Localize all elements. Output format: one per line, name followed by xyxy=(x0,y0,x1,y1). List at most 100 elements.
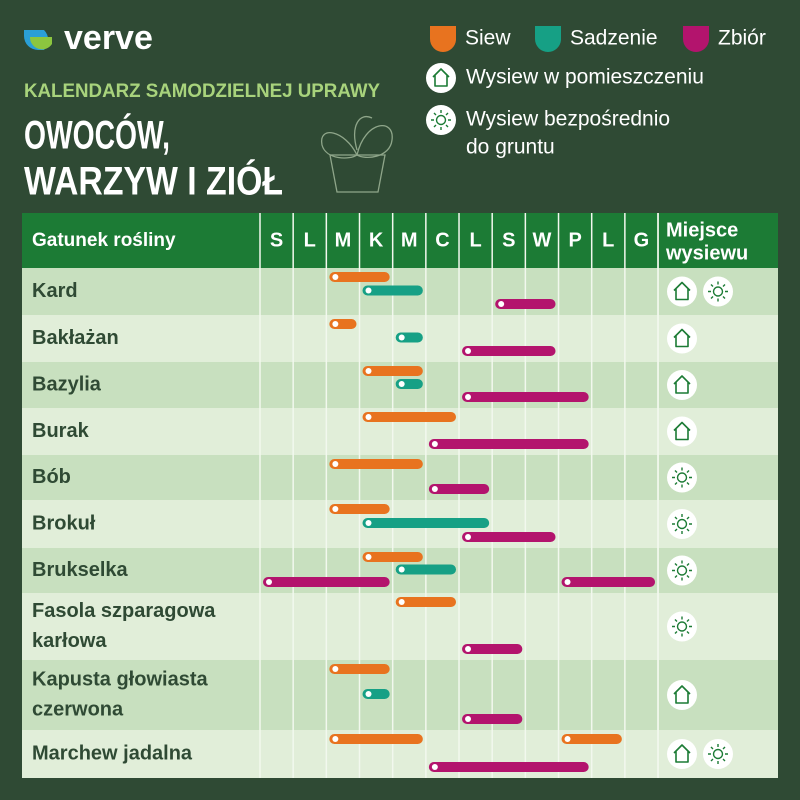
outdoor-icon xyxy=(703,276,733,307)
bar-dot xyxy=(332,461,339,467)
month-header: P xyxy=(568,229,581,251)
icon-circle xyxy=(667,323,697,354)
period-bar xyxy=(362,518,490,528)
indoor-icon xyxy=(667,739,697,769)
bar-dot xyxy=(431,486,438,492)
month-header: G xyxy=(634,229,650,251)
period-bar xyxy=(561,577,656,587)
plant-name: Kapusta głowiasta xyxy=(32,668,208,690)
icon-circle xyxy=(426,105,456,135)
bar-dot xyxy=(564,579,571,585)
period-bar xyxy=(561,734,622,744)
bar-dot xyxy=(465,646,472,652)
icon-circle xyxy=(426,63,456,93)
bar-dot xyxy=(365,287,372,294)
outdoor-icon xyxy=(667,509,697,539)
month-header: L xyxy=(602,229,614,251)
icon-circle xyxy=(667,680,697,710)
subtitle: KALENDARZ SAMODZIELNEJ UPRAWY xyxy=(24,81,380,102)
period-bar xyxy=(428,484,490,494)
bar-dot xyxy=(365,691,372,697)
outdoor-icon xyxy=(667,462,697,493)
plant-name: Burak xyxy=(32,420,90,442)
icon-circle xyxy=(703,276,733,307)
plant-name: Kard xyxy=(32,280,78,302)
period-bar xyxy=(329,664,390,674)
outdoor-icon xyxy=(703,739,733,769)
legend-label: Zbiór xyxy=(718,27,766,50)
bar-dot xyxy=(365,414,372,420)
bar-dot xyxy=(398,566,405,573)
bar-dot xyxy=(465,348,472,354)
bar-dot xyxy=(365,554,372,560)
legend-label: Wysiew bezpośrednio xyxy=(466,108,670,131)
month-header: K xyxy=(369,229,384,251)
bar-dot xyxy=(365,520,372,526)
legend-swatch xyxy=(430,26,456,53)
icon-circle xyxy=(667,462,697,493)
icon-circle xyxy=(667,555,697,586)
period-bar xyxy=(462,714,523,724)
outdoor-icon xyxy=(667,611,697,642)
bar-dot xyxy=(365,368,372,374)
period-bar xyxy=(395,597,457,607)
legend-label: Wysiew w pomieszczeniu xyxy=(466,66,704,89)
bar-dot xyxy=(564,736,571,742)
period-bar xyxy=(362,552,423,562)
plant-name: Brokuł xyxy=(32,512,96,534)
period-bar xyxy=(362,366,423,376)
indoor-icon xyxy=(667,370,697,400)
legend-label: Siew xyxy=(465,27,511,50)
indoor-icon xyxy=(426,63,456,93)
legend-swatch xyxy=(683,26,709,53)
title-line: OWOCÓW, xyxy=(24,112,170,158)
bar-dot xyxy=(398,334,405,341)
outdoor-icon xyxy=(426,105,456,135)
icon-circle xyxy=(667,739,697,769)
plant-name: Brukselka xyxy=(32,559,128,581)
period-bar xyxy=(462,392,589,402)
bar-dot xyxy=(498,301,505,307)
month-header: W xyxy=(532,229,551,251)
month-header: M xyxy=(335,229,352,251)
month-header: S xyxy=(270,229,283,251)
period-bar xyxy=(428,762,589,772)
bar-dot xyxy=(332,736,339,742)
bar-dot xyxy=(398,381,405,387)
icon-circle xyxy=(703,739,733,769)
title-line: WARZYW I ZIÓŁ xyxy=(24,158,283,204)
period-bar xyxy=(329,504,390,514)
period-bar xyxy=(495,299,556,309)
month-header: S xyxy=(502,229,515,251)
bar-dot xyxy=(465,716,472,722)
indoor-icon xyxy=(667,416,697,447)
bar-dot xyxy=(332,321,339,327)
row-background xyxy=(22,660,778,730)
logo-text: verve xyxy=(64,19,153,57)
plant-name: Bazylia xyxy=(32,373,102,395)
column-header: Miejsce xyxy=(666,219,738,241)
bar-dot xyxy=(332,666,339,672)
bar-dot xyxy=(465,534,472,540)
plant-illustration xyxy=(321,115,393,193)
column-header: Gatunek rośliny xyxy=(32,230,176,251)
indoor-icon xyxy=(667,680,697,710)
period-bar xyxy=(462,346,556,356)
plant-name: Fasola szparagowa xyxy=(32,600,216,622)
month-header: C xyxy=(435,229,449,251)
month-header: M xyxy=(401,229,418,251)
period-bar xyxy=(263,577,390,587)
icon-circle xyxy=(667,370,697,400)
indoor-icon xyxy=(667,276,697,307)
legend-label: do gruntu xyxy=(466,136,555,159)
outdoor-icon xyxy=(667,555,697,586)
bar-dot xyxy=(398,599,405,605)
bar-dot xyxy=(332,274,339,280)
period-bar xyxy=(462,644,523,654)
bar-dot xyxy=(465,394,472,400)
icon-circle xyxy=(667,509,697,539)
plant-name: czerwona xyxy=(32,698,124,720)
bar-dot xyxy=(431,441,438,447)
